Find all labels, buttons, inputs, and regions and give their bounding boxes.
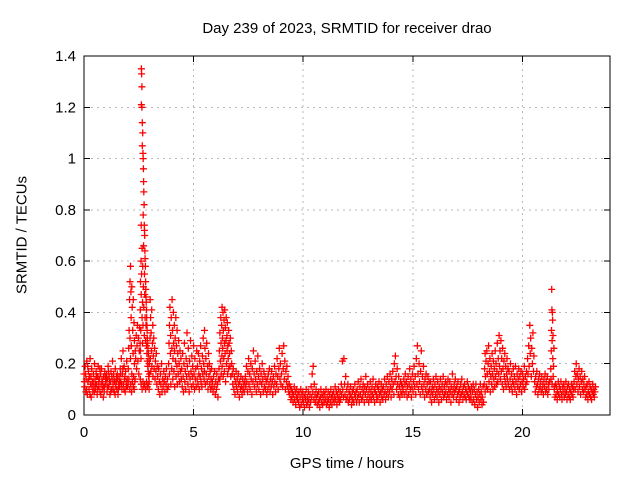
data-points <box>80 65 599 411</box>
chart-title: Day 239 of 2023, SRMTID for receiver dra… <box>202 20 492 37</box>
x-tick-label: 15 <box>404 424 421 441</box>
y-tick-label: 0.4 <box>55 304 76 321</box>
y-tick-label: 1 <box>68 151 76 168</box>
tick-labels: 0 5 10 15 20 0 0.2 0.4 0.6 0.8 1 1.2 1.4 <box>55 48 531 441</box>
y-tick-label: 1.4 <box>55 48 76 65</box>
axis-ticks <box>83 55 610 416</box>
x-tick-label: 10 <box>295 424 312 441</box>
x-tick-label: 5 <box>189 424 197 441</box>
y-tick-label: 0.8 <box>55 202 76 219</box>
y-tick-label: 0.2 <box>55 356 76 373</box>
y-tick-label: 0 <box>68 407 76 424</box>
grid-lines <box>85 57 609 414</box>
y-tick-label: 1.2 <box>55 99 76 116</box>
x-tick-label: 20 <box>514 424 531 441</box>
x-axis-label: GPS time / hours <box>289 455 405 472</box>
y-tick-label: 0.6 <box>55 253 76 270</box>
plot-border <box>83 55 611 416</box>
x-tick-label: 0 <box>80 424 88 441</box>
